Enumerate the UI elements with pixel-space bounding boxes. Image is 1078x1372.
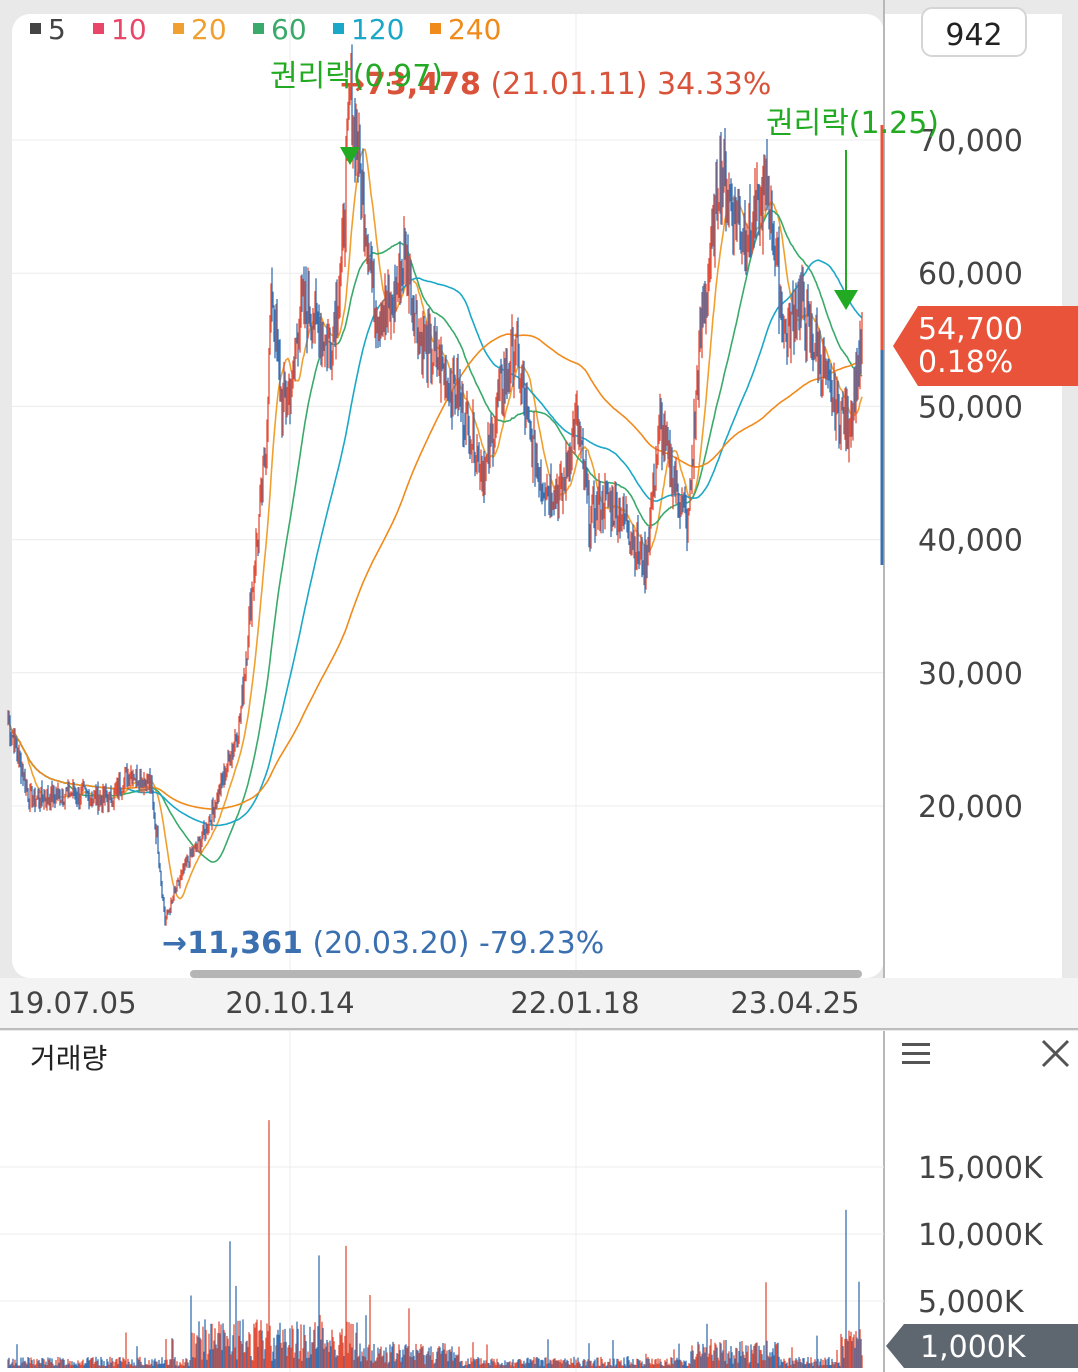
legend-swatch [253, 23, 264, 34]
date-axis-bg [0, 978, 1078, 1030]
period-value: 942 [945, 18, 1002, 53]
legend-label: 240 [448, 13, 501, 46]
event-label-1: 권리락(0.97) [270, 59, 443, 94]
legend-label: 20 [191, 13, 227, 46]
price-axis: 70,000 60,000 50,000 40,000 30,000 20,000 [918, 124, 1023, 825]
date-tick-label: 20.10.14 [225, 986, 354, 1020]
high-marker-detail: (21.01.11) 34.33% [481, 67, 771, 102]
legend-label: 120 [351, 13, 404, 46]
legend-swatch [173, 23, 184, 34]
event-arrow-1-icon [340, 147, 360, 165]
volume-title: 거래량 [30, 1042, 107, 1075]
price-panel [12, 14, 884, 978]
legend-label: 10 [111, 13, 147, 46]
price-tick-label: 60,000 [918, 257, 1023, 292]
period-badge[interactable]: 942 [921, 7, 1027, 57]
current-price-flag-bg [893, 306, 1078, 386]
current-price: 54,700 [918, 312, 1023, 347]
current-price-flag: 54,700 0.18% [893, 306, 1078, 386]
low-marker-detail: (20.03.20) -79.23% [303, 926, 604, 961]
menu-icon[interactable] [902, 1043, 930, 1064]
legend-label: 5 [48, 13, 66, 46]
volume-panel [0, 1031, 884, 1372]
current-change: 0.18% [918, 345, 1013, 380]
volume-current-flag: 1,000K [886, 1324, 1078, 1368]
low-marker: →11,361 (20.03.20) -79.23% [162, 926, 604, 961]
date-tick-label: 22.01.18 [510, 986, 639, 1020]
event-marker-2[interactable]: 권리락(1.25) [766, 106, 939, 310]
volume-tick-label: 5,000K [918, 1285, 1025, 1320]
event-label-2: 권리락(1.25) [766, 106, 939, 141]
volume-grid [0, 1031, 884, 1372]
date-tick-label: 23.04.25 [730, 986, 859, 1020]
event-marker-1[interactable]: 권리락(0.97) [270, 59, 443, 165]
low-marker-value: →11,361 [162, 926, 303, 961]
volume-axis: 15,000K 10,000K 5,000K [918, 1151, 1044, 1320]
price-axis-panel [884, 14, 1062, 978]
legend-label: 60 [271, 13, 307, 46]
legend-swatch [93, 23, 104, 34]
horizontal-scrollbar[interactable] [190, 970, 862, 978]
date-axis: 19.07.05 20.10.14 22.01.18 23.04.25 [7, 986, 859, 1020]
high-marker-value: →73,478 [340, 67, 481, 102]
date-tick-label: 19.07.05 [7, 986, 136, 1020]
close-icon[interactable] [1041, 1039, 1070, 1068]
volume-current: 1,000K [920, 1330, 1027, 1365]
price-tick-label: 70,000 [918, 124, 1023, 159]
price-tick-label: 20,000 [918, 790, 1023, 825]
event-arrow-2-icon [834, 290, 858, 310]
volume-axis-panel [884, 1031, 1078, 1372]
volume-bars [7, 1120, 863, 1368]
price-grid [12, 14, 884, 978]
price-bars [7, 44, 863, 926]
price-tick-label: 30,000 [918, 657, 1023, 692]
legend: 5 10 20 60 120 240 [30, 13, 501, 46]
volume-tick-label: 15,000K [918, 1151, 1044, 1186]
price-tick-label: 40,000 [918, 524, 1023, 559]
legend-swatch [430, 23, 441, 34]
legend-swatch [333, 23, 344, 34]
legend-swatch [30, 23, 41, 34]
high-marker: →73,478 (21.01.11) 34.33% [340, 67, 771, 102]
price-tick-label: 50,000 [918, 390, 1023, 425]
volume-tick-label: 10,000K [918, 1218, 1044, 1253]
